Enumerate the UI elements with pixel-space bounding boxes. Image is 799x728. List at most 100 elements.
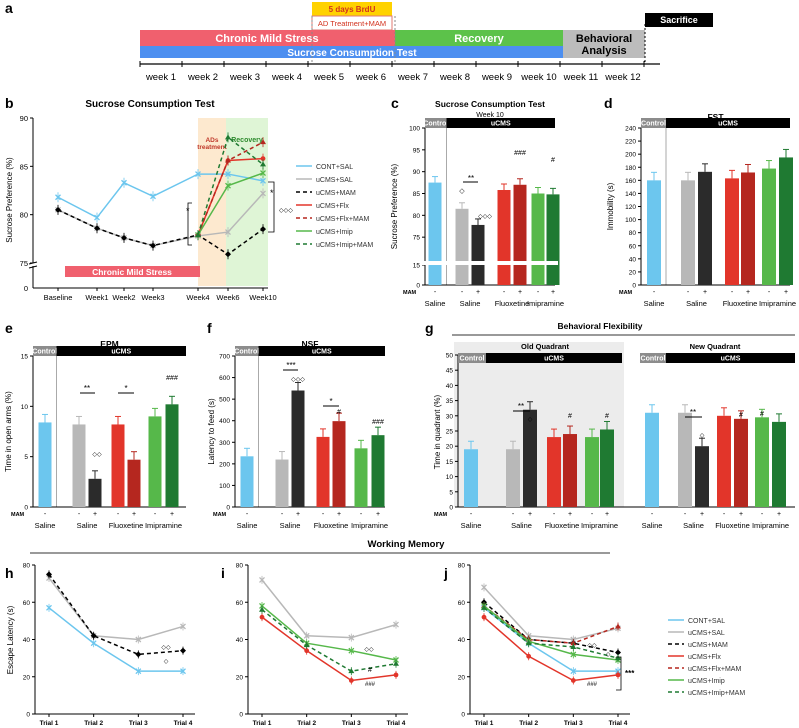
sacrifice-box — [645, 13, 713, 27]
chart-d-ytick-label: 220 — [625, 139, 636, 146]
chart-g-group-label: Saline — [461, 521, 482, 530]
chart-f-bar — [316, 436, 330, 507]
legend-b-label: uCMS+Imip+MAM — [316, 242, 373, 249]
chart-j-point — [615, 655, 621, 661]
chart-j-ytick-label: 0 — [461, 712, 465, 719]
chart-d-ytick-label: 100 — [625, 217, 636, 224]
sig-g-4: # — [605, 413, 609, 420]
chart-h-point — [135, 636, 142, 643]
sig-i-1: ◇◇ — [364, 647, 374, 653]
chart-f-bar — [275, 459, 289, 507]
chart-d-mam-label: MAM — [619, 290, 633, 296]
chart-b-xtick-label: Week10 — [249, 293, 276, 302]
chart-h-point — [180, 668, 186, 675]
sig-e-3: ◇◇ — [92, 452, 102, 458]
behavioral-label-2: Analysis — [581, 45, 626, 57]
chart-d-ytick-label: 0 — [632, 283, 636, 290]
chart-d-ytick-label: 120 — [625, 204, 636, 211]
chart-g-control-strip — [640, 353, 666, 363]
sig-g-5: ** — [690, 408, 696, 417]
chart-c-ytick-label: 80 — [413, 213, 421, 220]
chart-f-ytick-label: 600 — [219, 375, 230, 382]
week-label: week 8 — [439, 72, 470, 83]
chart-b-point — [225, 182, 231, 189]
chart-j-ytick-label: 20 — [458, 674, 466, 681]
chart-g-mam-sign: - — [684, 511, 687, 518]
chart-b-xtick-label: Week1 — [85, 293, 108, 302]
chart-e-ytick-label: 15 — [21, 354, 29, 361]
chart-f-mam-sign: - — [281, 511, 284, 518]
chart-f-ytick-label: 100 — [219, 483, 230, 490]
chart-f-mam-sign: - — [360, 511, 363, 518]
chart-g-group-label: Imipramine — [752, 521, 789, 530]
chart-g-ytick-label: 30 — [446, 413, 454, 420]
chart-d-ucms-strip — [666, 118, 790, 128]
chart-h-point — [135, 668, 142, 675]
chart-d-mam-sign: - — [768, 289, 771, 296]
chart-i-ytick-label: 0 — [239, 712, 243, 719]
chart-f-group-label: Fluoxetine — [314, 521, 349, 530]
panel-letter-a: a — [5, 0, 13, 16]
chart-e-bar — [88, 478, 102, 507]
chart-e-mam-sign: - — [117, 511, 120, 518]
sig-b-1: * — [186, 206, 190, 216]
chart-g-mam-sign: + — [739, 511, 743, 518]
chart-j-series-line — [483, 607, 619, 659]
chart-e-ytick-label: 0 — [24, 505, 28, 512]
chart-c-mam-sign: - — [461, 289, 464, 296]
legend-j-label: uCMS+MAM — [688, 642, 728, 649]
chart-i-point — [259, 614, 265, 620]
sig-b-2: ◇◇◇ — [279, 208, 293, 214]
chart-j-point — [570, 668, 577, 675]
legend-j-label: uCMS+Flx+MAM — [688, 666, 741, 673]
chart-g-ytick-label: 20 — [446, 444, 454, 451]
chart-i-point — [348, 678, 354, 683]
chart-b-xtick-label: Baseline — [44, 293, 73, 302]
chart-b-title: Sucrose Consumption Test — [85, 99, 215, 110]
chart-i-point — [393, 660, 399, 666]
legend-b-label: uCMS+SAL — [316, 177, 353, 184]
sig-f-1: *** — [286, 361, 295, 370]
sig-c-5: # — [551, 157, 555, 164]
sig-g-1: ** — [518, 402, 524, 411]
chart-f-mam-sign: - — [322, 511, 325, 518]
chart-h-ytick-label: 0 — [26, 712, 30, 719]
chart-g-group-label: Saline — [683, 521, 704, 530]
chart-g-mam-sign: + — [777, 511, 781, 518]
wm-panels: h 0 20 40 60 80 Trial 1 Trial 2 Trial 3 Trial 4 Es… — [5, 563, 635, 728]
chart-c-mam-label: MAM — [403, 290, 417, 296]
sig-g-3: # — [568, 413, 572, 420]
chart-i-series-line — [261, 616, 397, 682]
sig-j-1: ◇◇ — [587, 643, 597, 649]
chart-c-group-label: Fluoxetine — [495, 299, 530, 308]
sig-g-2: ◇ — [528, 417, 533, 423]
chart-i-point — [393, 621, 399, 628]
chart-d-group-label: Saline — [644, 299, 665, 308]
chart-e-bar — [72, 424, 86, 507]
sig-e-4: ### — [166, 375, 178, 382]
chart-c-mam-sign: - — [503, 289, 506, 296]
week-label: week 11 — [563, 72, 599, 83]
legend-j-label: uCMS+Imip+MAM — [688, 690, 745, 697]
chart-e-mam-sign: + — [132, 511, 136, 518]
chart-i-ytick-label: 20 — [236, 674, 244, 681]
chart-d-bar — [762, 168, 776, 285]
chart-b-point — [121, 179, 127, 186]
chart-j-xtick-label: Trial 2 — [519, 720, 538, 727]
panel-letter-h: h — [5, 565, 14, 581]
chart-g-bar — [506, 449, 520, 507]
chart-i-series-line — [261, 579, 397, 639]
panel-a: a 5 days BrdU AD Treatment+MAM Chronic M… — [5, 0, 713, 83]
chart-g-new-label: New Quadrant — [690, 342, 741, 351]
chart-c-title: Sucrose Consumption Test — [435, 99, 545, 109]
chart-j-series-line — [483, 586, 619, 641]
chart-f-title: NSF — [302, 339, 319, 349]
chart-j-ytick-label: 80 — [458, 563, 466, 570]
chart-e-group-label: Saline — [77, 521, 98, 530]
chart-f-ylabel: Latency to feed (s) — [207, 398, 216, 465]
sig-g-6: ◇ — [700, 433, 705, 439]
chart-d-control-label: Control — [641, 121, 666, 128]
chart-b-point — [150, 242, 156, 249]
wm-title: Working Memory — [368, 539, 446, 550]
chart-e-group-label: Saline — [35, 521, 56, 530]
